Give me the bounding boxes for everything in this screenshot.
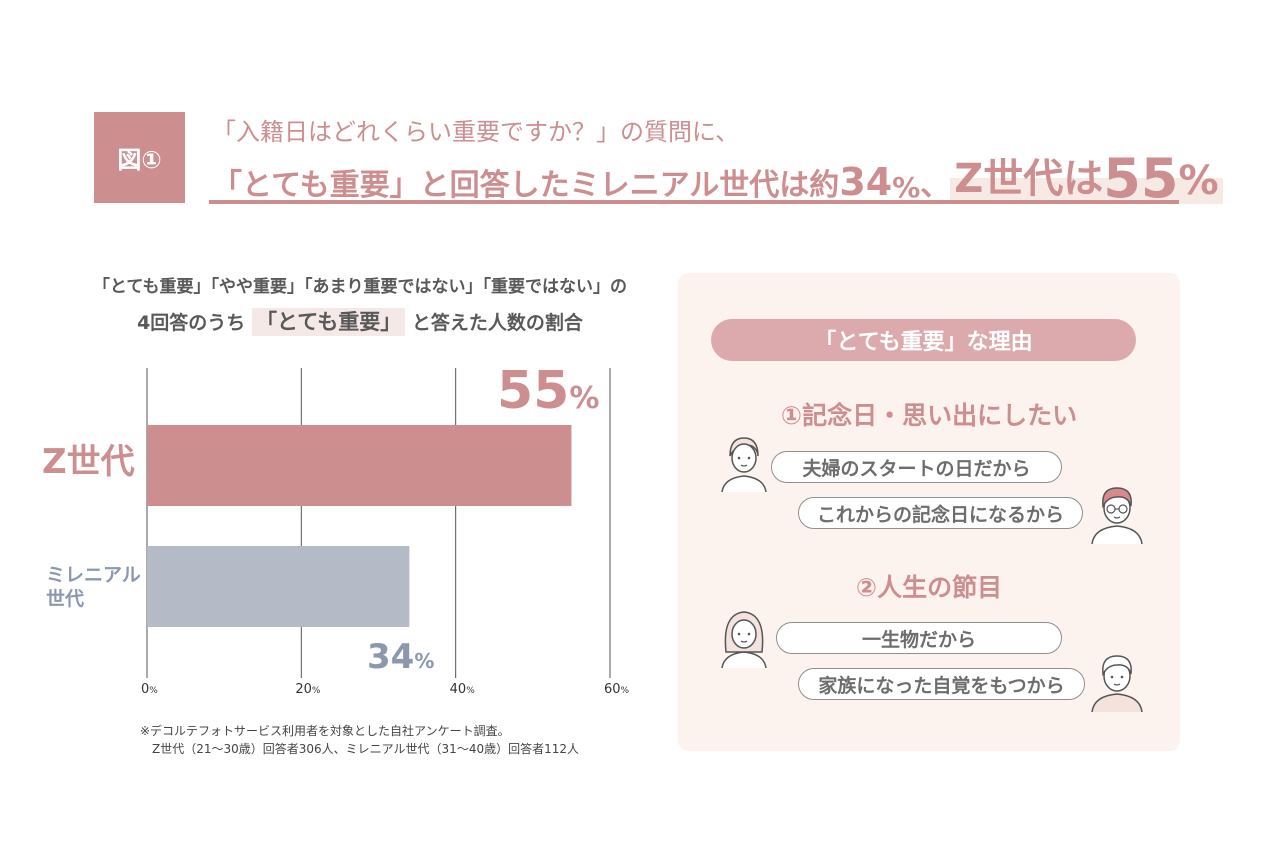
headline: 「とても重要」と回答したミレニアル世代は約34%、 Z世代は55%	[212, 146, 1223, 206]
header-underline	[209, 200, 1179, 204]
category-label: Z世代	[42, 442, 135, 482]
headline-percent-sign: %	[892, 171, 921, 204]
bar	[147, 546, 410, 627]
reasons-title-pill: 「とても重要」な理由	[711, 319, 1136, 361]
headline-text: 「とても重要」と回答したミレニアル世代は約	[212, 168, 840, 203]
x-tick-label: 40%	[450, 682, 476, 697]
man-avatar-icon	[1086, 650, 1148, 712]
man-glasses-avatar-icon	[1086, 482, 1148, 544]
headline-z-label: Z世代は	[954, 156, 1104, 202]
headline-z-emphasis: Z世代は55%	[950, 146, 1223, 210]
headline-millennial-number: 34	[839, 160, 893, 204]
comment-bubble: 夫婦のスタートの日だから	[771, 451, 1062, 483]
x-tick-label: 20%	[295, 682, 321, 697]
headline-z-number: 55	[1103, 147, 1179, 210]
data-label: 34%	[367, 637, 434, 677]
subtitle-highlight: 「とても重要」	[251, 308, 406, 336]
subtitle-prefix: 4回答のうち	[137, 312, 246, 334]
chart-subtitle-line1: 「とても重要」「やや重要」「あまり重要ではない」「重要ではない」の	[92, 277, 628, 297]
bar	[147, 425, 572, 506]
woman-avatar-icon	[716, 434, 772, 492]
data-label: 55%	[497, 361, 599, 421]
subtitle-suffix: と答えた人数の割合	[411, 312, 583, 334]
long-hair-woman-avatar-icon	[716, 606, 772, 668]
footnote-line1: ※デコルテフォトサービス利用者を対象とした自社アンケート調査。	[140, 724, 510, 738]
x-tick-label: 60%	[604, 682, 630, 697]
category-label-line2: 世代	[46, 588, 84, 610]
chart-subtitle-line2: 4回答のうち 「とても重要」 と答えた人数の割合	[80, 306, 640, 336]
footnote-line2: Z世代（21〜30歳）回答者306人、ミレニアル世代（31〜40歳）回答者112…	[152, 742, 579, 756]
category-label: ミレニアル	[46, 564, 141, 586]
figure-badge: 図①	[94, 112, 185, 203]
reason-2-title: ②人生の節目	[855, 573, 1003, 602]
comment-bubble: これからの記念日になるから	[798, 497, 1083, 529]
headline-separator: 、	[920, 168, 951, 203]
reason-1-title: ①記念日・思い出にしたい	[780, 401, 1078, 430]
headline-z-percent: %	[1178, 158, 1219, 204]
comment-bubble: 一生物だから	[776, 622, 1062, 654]
question-text: 「入籍日はどれくらい重要ですか？」の質問に、	[212, 118, 740, 146]
x-tick-label: 0%	[141, 682, 158, 697]
comment-bubble: 家族になった自覚をもつから	[798, 668, 1085, 700]
